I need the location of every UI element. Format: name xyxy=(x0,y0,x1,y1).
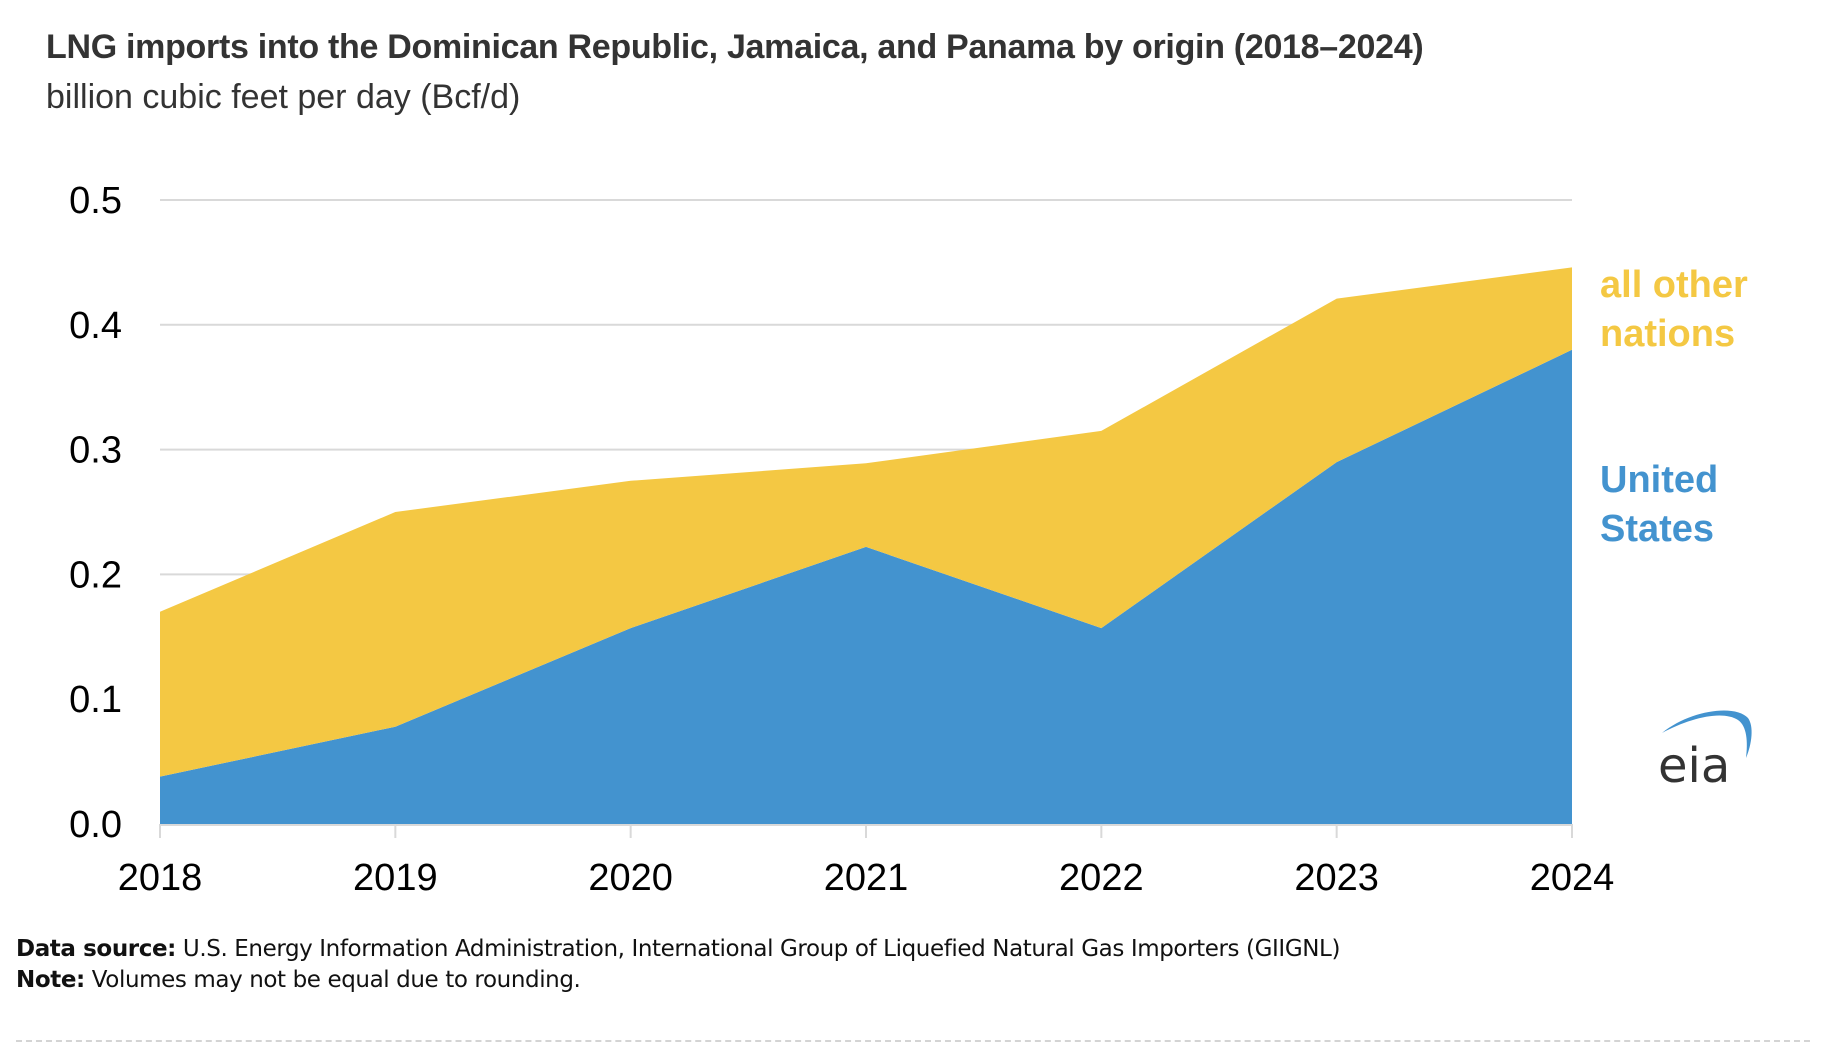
eia-logo-icon: eia xyxy=(1658,710,1752,790)
note-label: Note: xyxy=(16,967,85,993)
x-tick-labels: 2018 2019 2020 2021 2022 2023 2024 xyxy=(118,857,1615,899)
area-all-other-nations xyxy=(160,267,1572,777)
x-tick-label: 2020 xyxy=(588,857,673,899)
series-labels: United States all other nations xyxy=(1600,264,1748,550)
series-label-all-other-nations: nations xyxy=(1600,313,1735,355)
y-tick-label: 0.2 xyxy=(69,554,122,596)
x-axis xyxy=(159,824,1573,838)
eia-logo-text: eia xyxy=(1658,738,1730,790)
y-tick-labels: 0.0 0.1 0.2 0.3 0.4 0.5 xyxy=(69,180,122,846)
data-source-line: Data source: U.S. Energy Information Adm… xyxy=(16,936,1340,962)
y-tick-label: 0.5 xyxy=(69,180,122,222)
note-text: Volumes may not be equal due to rounding… xyxy=(84,967,581,993)
chart-subtitle: billion cubic feet per day (Bcf/d) xyxy=(46,78,521,116)
series-label-all-other-nations: all other xyxy=(1600,264,1748,306)
chart-title: LNG imports into the Dominican Republic,… xyxy=(46,28,1424,66)
y-tick-label: 0.4 xyxy=(69,305,122,347)
x-tick-label: 2019 xyxy=(353,857,438,899)
area-united-states xyxy=(160,349,1572,824)
x-tick-label: 2018 xyxy=(118,857,203,899)
series-label-united-states: States xyxy=(1600,508,1714,550)
note-line: Note: Volumes may not be equal due to ro… xyxy=(16,967,581,993)
data-source-text: U.S. Energy Information Administration, … xyxy=(175,936,1341,962)
x-tick-label: 2023 xyxy=(1294,857,1379,899)
stacked-areas xyxy=(160,267,1572,824)
y-tick-label: 0.0 xyxy=(69,804,122,846)
x-tick-label: 2021 xyxy=(824,857,909,899)
x-tick-label: 2024 xyxy=(1530,857,1615,899)
footer-divider xyxy=(16,1040,1810,1042)
y-tick-label: 0.3 xyxy=(69,430,122,472)
series-label-united-states: United xyxy=(1600,459,1718,501)
y-tick-label: 0.1 xyxy=(69,679,122,721)
data-source-label: Data source: xyxy=(16,936,176,962)
x-tick-label: 2022 xyxy=(1059,857,1144,899)
